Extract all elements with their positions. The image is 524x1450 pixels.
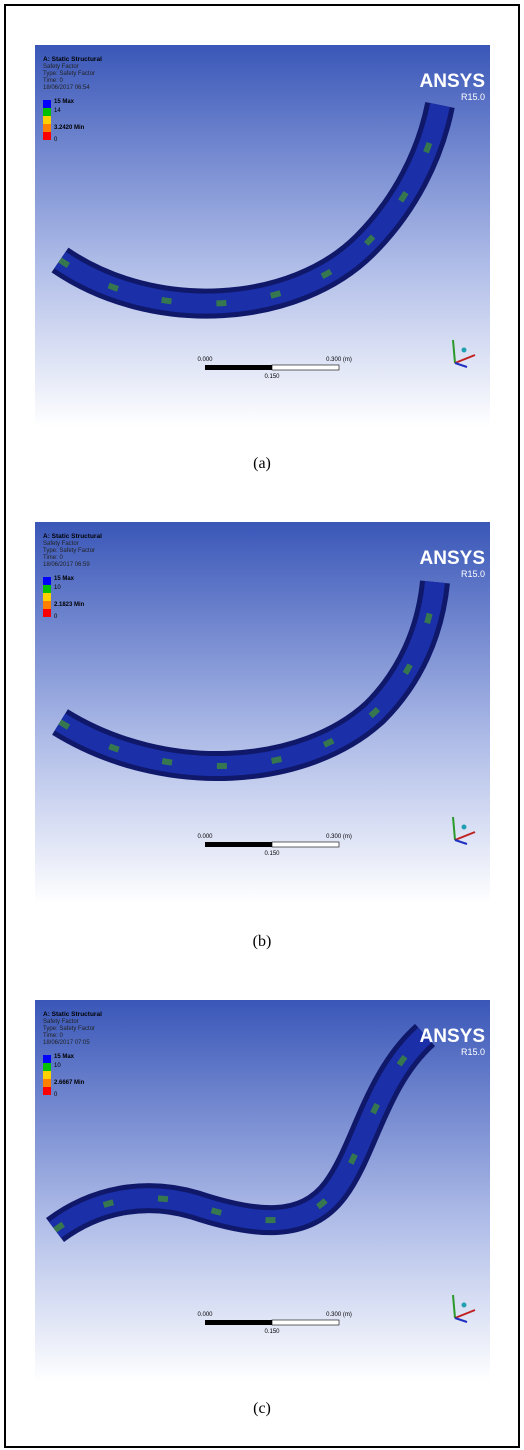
legend-swatch xyxy=(43,1063,51,1071)
scale-black xyxy=(205,842,272,847)
version: R15.0 xyxy=(461,1047,485,1057)
header-line: Safety Factor xyxy=(43,541,79,547)
caption: (c) xyxy=(0,1400,524,1418)
logo: ANSYS xyxy=(420,71,485,92)
header-line: A: Static Structural xyxy=(43,56,102,63)
legend-swatch xyxy=(43,116,51,124)
header-line: 18/06/2017 07:05 xyxy=(43,1040,90,1046)
scale-white xyxy=(272,1320,339,1325)
legend-swatch xyxy=(43,585,51,593)
triad-dot xyxy=(462,825,467,830)
scale-black xyxy=(205,1320,272,1325)
legend-swatch xyxy=(43,609,51,617)
header-line: Type: Safety Factor xyxy=(43,71,95,77)
scale-label: 0.150 xyxy=(264,1329,280,1335)
header-line: Safety Factor xyxy=(43,64,79,70)
version: R15.0 xyxy=(461,92,485,102)
scale-label: 0.000 xyxy=(197,357,213,363)
logo: ANSYS xyxy=(420,548,485,569)
header-line: Time: 0 xyxy=(43,78,63,84)
legend-swatch xyxy=(43,1087,51,1095)
scale-white xyxy=(272,842,339,847)
legend-label: 2.6667 Min xyxy=(54,1080,85,1086)
header-line: Type: Safety Factor xyxy=(43,1026,95,1032)
caption: (b) xyxy=(0,933,524,951)
legend-label: 10 xyxy=(54,585,61,591)
header-line: 18/06/2017 06:59 xyxy=(43,562,90,568)
header-line: A: Static Structural xyxy=(43,533,102,540)
legend-label: 3.2420 Min xyxy=(54,125,85,131)
legend-swatch xyxy=(43,132,51,140)
legend-label: 10 xyxy=(54,1063,61,1069)
legend-label: 15 Max xyxy=(54,99,75,105)
scale-label: 0.000 xyxy=(197,1312,213,1318)
header-line: Time: 0 xyxy=(43,1033,63,1039)
scale-white xyxy=(272,365,339,370)
version: R15.0 xyxy=(461,569,485,579)
legend-label: 15 Max xyxy=(54,1054,75,1060)
legend-label: 15 Max xyxy=(54,576,75,582)
logo: ANSYS xyxy=(420,1026,485,1047)
scale-label: 0.300 (m) xyxy=(326,834,352,840)
header-line: 18/06/2017 06:54 xyxy=(43,85,90,91)
triad-dot xyxy=(462,1303,467,1308)
scale-label: 0.300 (m) xyxy=(326,357,352,363)
legend-label: 14 xyxy=(54,108,61,114)
legend-swatch xyxy=(43,593,51,601)
caption: (a) xyxy=(0,455,524,473)
legend-swatch xyxy=(43,108,51,116)
header-line: A: Static Structural xyxy=(43,1011,102,1018)
scale-label: 0.000 xyxy=(197,834,213,840)
scale-black xyxy=(205,365,272,370)
header-line: Time: 0 xyxy=(43,555,63,561)
scale-label: 0.150 xyxy=(264,851,280,857)
legend-swatch xyxy=(43,100,51,108)
legend-swatch xyxy=(43,1071,51,1079)
scale-label: 0.300 (m) xyxy=(326,1312,352,1318)
scale-label: 0.150 xyxy=(264,374,280,380)
legend-swatch xyxy=(43,1055,51,1063)
legend-swatch xyxy=(43,577,51,585)
triad-dot xyxy=(462,348,467,353)
legend-swatch xyxy=(43,601,51,609)
header-line: Safety Factor xyxy=(43,1019,79,1025)
legend-swatch xyxy=(43,1079,51,1087)
legend-swatch xyxy=(43,124,51,132)
legend-label: 2.1823 Min xyxy=(54,602,85,608)
header-line: Type: Safety Factor xyxy=(43,548,95,554)
